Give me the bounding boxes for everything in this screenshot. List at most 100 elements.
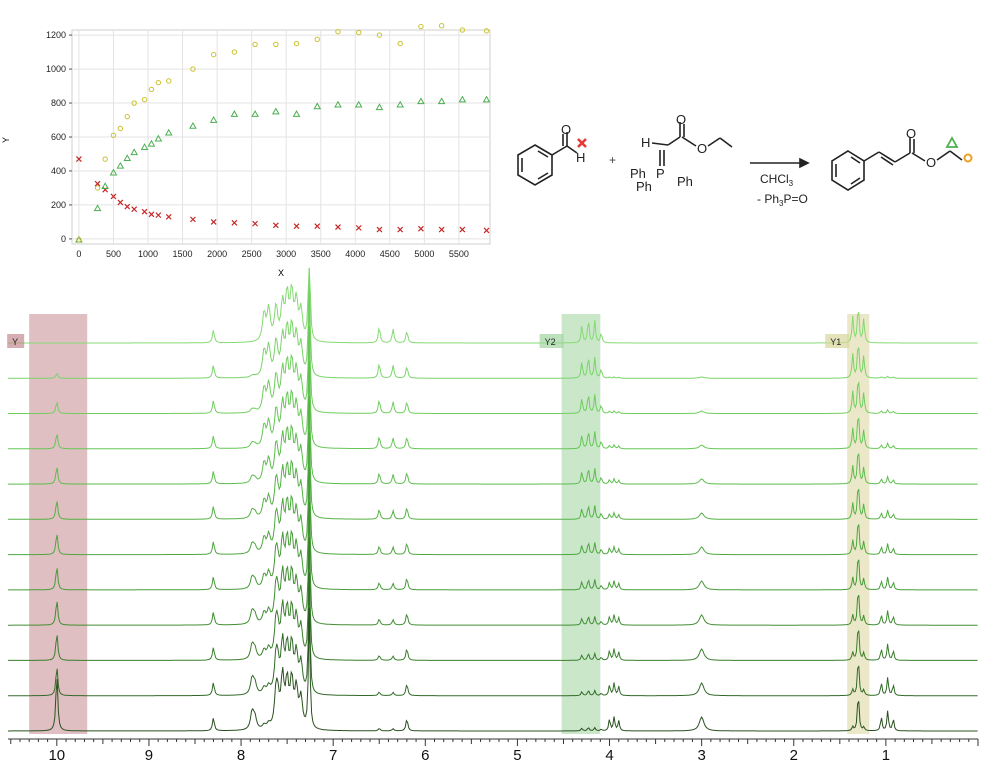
- ch3-data-point: [314, 36, 320, 43]
- aldehyde-data-point: [210, 218, 217, 225]
- nmr-trace: [8, 431, 978, 556]
- ch2-data-point: [396, 100, 405, 108]
- kinetics-x-tick-label: 5500: [449, 249, 469, 259]
- ch3-data-point: [376, 32, 383, 38]
- ch3-data-point: [131, 100, 137, 106]
- ch3-data-point: [190, 66, 196, 72]
- nmr-x-tick-label: 7: [329, 747, 337, 764]
- ch3-data-point: [76, 237, 82, 243]
- ylide-ester-oxygen: O: [697, 141, 707, 156]
- kinetics-tick-labels: 0 500 1000 1500 2000 2500 3000 3500 4000 4500 5000…: [46, 30, 469, 259]
- ch2-data-point: [123, 154, 132, 162]
- nmr-region-y1: [847, 314, 870, 734]
- nmr-trace: [8, 267, 978, 379]
- kinetics-x-tick-label: 0: [76, 249, 81, 259]
- kinetics-x-tick-label: 2500: [242, 249, 262, 259]
- ch2-data-point: [147, 139, 156, 147]
- reaction-scheme: O H + H O O P Ph Ph Ph: [517, 112, 973, 208]
- ch2-data-point: [164, 128, 173, 136]
- aldehyde-data-point: [459, 226, 466, 233]
- solvent-label: CHCl3: [760, 172, 794, 188]
- nmr-region-label: Y1: [830, 337, 841, 347]
- ch3-data-point: [459, 27, 466, 33]
- ylide-carbonyl-oxygen: O: [676, 112, 686, 127]
- ylide-structure: H O O P Ph Ph Ph: [630, 112, 733, 194]
- ch3-data-point: [148, 86, 155, 93]
- ch3-data-point: [483, 28, 490, 34]
- ch3-data-point: [155, 79, 162, 86]
- aldehyde-data-point: [189, 216, 196, 223]
- plus-sign: +: [609, 153, 616, 167]
- nmr-x-tick-label: 6: [421, 747, 429, 764]
- nmr-trace: [8, 290, 978, 414]
- ch2-data-point: [209, 116, 218, 123]
- ch2-data-point: [189, 121, 197, 129]
- nmr-x-tick-label: 4: [605, 747, 613, 764]
- nmr-region-label: Y2: [545, 337, 556, 347]
- ch2-data-point: [313, 102, 322, 110]
- nmr-region-y2: [561, 314, 601, 734]
- ch3-data-point: [94, 185, 101, 191]
- nmr-region-label: Y: [12, 337, 18, 347]
- ch3-marker-circle-icon: [963, 153, 973, 163]
- ch3-data-point: [356, 29, 362, 36]
- nmr-x-tick-label: 8: [237, 747, 245, 764]
- kinetics-x-tick-label: 4000: [345, 249, 365, 259]
- kinetics-y-tick-label: 800: [51, 98, 66, 108]
- nmr-trace: [8, 360, 978, 485]
- kinetics-x-axis-label: X: [278, 268, 284, 278]
- ch2-data-point: [230, 110, 239, 117]
- kinetics-y-tick-label: 1200: [46, 30, 66, 40]
- ch3-data-point: [110, 132, 117, 139]
- ch3-data-point: [117, 125, 124, 132]
- ylide-phenyl-3: Ph: [677, 174, 693, 189]
- nmr-x-tick-label: 2: [790, 747, 798, 764]
- ch3-data-point: [252, 41, 258, 48]
- aldehyde-data-point: [94, 180, 101, 187]
- aldehyde-data-point: [155, 212, 162, 219]
- ch2-data-point: [154, 134, 163, 142]
- ch2-data-point: [375, 103, 384, 111]
- product-ester-oxygen: O: [926, 155, 936, 170]
- nmr-x-tick-label: 3: [697, 747, 705, 764]
- aldehyde-data-point: [355, 224, 362, 231]
- kinetics-chart: 0 500 1000 1500 2000 2500 3000 3500 4000 4500 5000…: [1, 23, 491, 278]
- aldehyde-data-point: [483, 227, 490, 234]
- nmr-trace: [8, 267, 978, 344]
- ch2-data-point: [292, 110, 301, 117]
- ch2-data-point: [251, 110, 259, 117]
- ethyl-cinnamate-structure: O O: [831, 126, 973, 191]
- kinetics-y-tick-label: 1000: [46, 64, 66, 74]
- ylide-phosphorus: P: [656, 166, 665, 181]
- kinetics-x-tick-label: 3500: [311, 249, 331, 259]
- ch2-data-point: [354, 100, 363, 108]
- nmr-trace: [8, 466, 978, 591]
- kinetics-y-axis-label: Y: [1, 137, 11, 143]
- ch2-data-point: [116, 161, 125, 169]
- ch3-data-point: [418, 23, 424, 30]
- kinetics-data-points: [75, 23, 491, 243]
- nmr-trace: [8, 537, 978, 661]
- aldehyde-data-point: [314, 223, 321, 230]
- kinetics-y-tick-label: 0: [61, 234, 66, 244]
- kinetics-x-tick-label: 5000: [414, 249, 434, 259]
- ch3-data-point: [166, 78, 172, 84]
- ch2-data-point: [130, 148, 139, 156]
- nmr-highlight-regions: [29, 314, 870, 734]
- kinetics-y-tick-label: 400: [51, 166, 66, 176]
- ch2-data-point: [437, 97, 446, 105]
- aldehyde-data-point: [293, 223, 300, 230]
- nmr-region-label-box: [7, 334, 25, 348]
- kinetics-x-tick-label: 3000: [276, 249, 296, 259]
- kinetics-x-tick-label: 4500: [380, 249, 400, 259]
- kinetics-x-tick-label: 2000: [207, 249, 227, 259]
- aldehyde-data-point: [141, 208, 148, 215]
- nmr-trace: [8, 325, 978, 450]
- kinetics-x-tick-label: 1000: [138, 249, 158, 259]
- aldehyde-data-point: [272, 222, 279, 229]
- nmr-region-label-box: [539, 334, 564, 348]
- ylide-hydrogen: H: [641, 135, 650, 150]
- kinetics-x-tick-label: 1500: [173, 249, 193, 259]
- nmr-region-y: [29, 314, 88, 734]
